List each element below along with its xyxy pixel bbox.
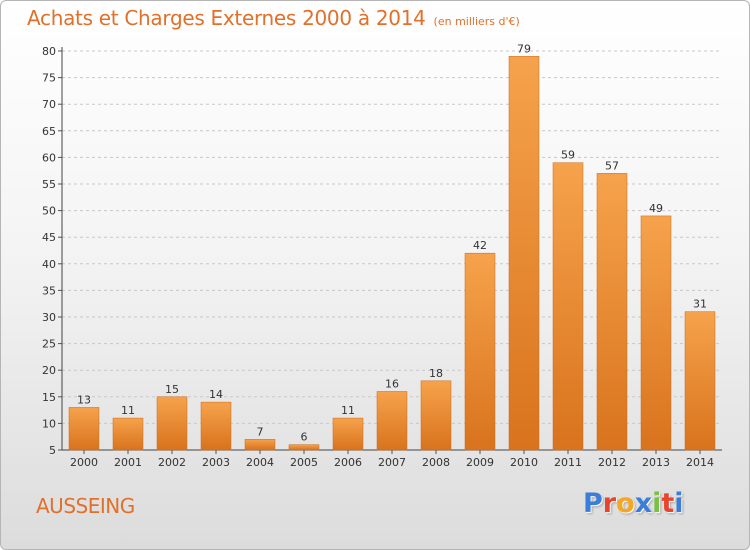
x-tick-label: 2002 (158, 456, 186, 469)
y-tick-label: 35 (42, 284, 56, 297)
data-label: 13 (77, 393, 91, 406)
data-label: 59 (561, 149, 575, 162)
bar (200, 401, 232, 451)
data-label: 14 (209, 388, 223, 401)
x-tick-label: 2010 (510, 456, 538, 469)
y-tick-label: 15 (42, 391, 56, 404)
y-tick-label: 10 (42, 417, 56, 430)
brand-letter: o (616, 488, 635, 519)
bar (420, 380, 452, 451)
chart-title-text: Achats et Charges Externes 2000 à 2014 (27, 6, 426, 30)
x-tick-labels: 2000 2001 2002 2003 2004 2005 2006 2007 2008 2009… (70, 450, 714, 469)
data-label: 79 (517, 42, 531, 55)
y-tick-label: 80 (42, 45, 56, 58)
data-labels: 13 11 15 14 7 6 11 16 18 42 79 59 57 49 31 (77, 42, 707, 443)
y-tick-label: 75 (42, 72, 56, 85)
bar (156, 396, 188, 451)
x-tick-label: 2013 (642, 456, 670, 469)
x-tick-label: 2014 (686, 456, 714, 469)
x-tick-label: 2006 (334, 456, 362, 469)
data-label: 42 (473, 239, 487, 252)
x-tick-label: 2007 (378, 456, 406, 469)
bar (332, 417, 364, 451)
data-label: 18 (429, 367, 443, 380)
data-label: 31 (693, 298, 707, 311)
commune-name: AUSSEING (36, 494, 135, 518)
bar (552, 162, 584, 451)
brand-letter: P (583, 488, 603, 519)
x-tick-label: 2003 (202, 456, 230, 469)
x-tick-label: 2012 (598, 456, 626, 469)
y-tick-label: 5 (49, 444, 56, 457)
brand-letter: i (674, 488, 684, 519)
x-tick-label: 2001 (114, 456, 142, 469)
chart-title: Achats et Charges Externes 2000 à 2014 (e… (27, 6, 520, 30)
bar (684, 311, 716, 451)
bar (640, 215, 672, 451)
proxiti-logo: Proxiti (583, 488, 684, 519)
y-tick-label: 55 (42, 178, 56, 191)
x-tick-label: 2000 (70, 456, 98, 469)
y-tick-label: 70 (42, 98, 56, 111)
y-tick-label: 25 (42, 338, 56, 351)
y-tick-labels: 5 10 15 20 25 30 35 40 45 50 55 60 65 70 75 80 (42, 45, 56, 457)
y-tick-label: 30 (42, 311, 56, 324)
y-tick-label: 50 (42, 205, 56, 218)
brand-letter: t (661, 488, 675, 519)
bar (596, 173, 628, 451)
y-tick-label: 20 (42, 364, 56, 377)
data-label: 16 (385, 377, 399, 390)
y-tick-label: 65 (42, 125, 56, 138)
bar (464, 252, 496, 451)
data-label: 49 (649, 202, 663, 215)
bars (68, 56, 716, 451)
data-label: 15 (165, 383, 179, 396)
data-label: 6 (301, 431, 308, 444)
data-label: 11 (121, 404, 135, 417)
brand-letter: r (602, 488, 617, 519)
bar (376, 391, 408, 451)
y-tick-label: 45 (42, 231, 56, 244)
x-tick-label: 2009 (466, 456, 494, 469)
data-label: 7 (257, 425, 264, 438)
x-tick-label: 2004 (246, 456, 274, 469)
data-label: 57 (605, 159, 619, 172)
x-tick-label: 2005 (290, 456, 318, 469)
brand-letter: i (652, 488, 662, 519)
bar (244, 439, 276, 451)
bar (288, 444, 320, 451)
y-tick-label: 60 (42, 151, 56, 164)
brand-letter: x (634, 488, 653, 519)
bar (508, 56, 540, 451)
x-tick-label: 2008 (422, 456, 450, 469)
bar (68, 407, 100, 451)
chart-subtitle: (en milliers d'€) (433, 15, 520, 28)
x-tick-label: 2011 (554, 456, 582, 469)
data-label: 11 (341, 404, 355, 417)
y-tick-label: 40 (42, 258, 56, 271)
bar (112, 417, 144, 451)
